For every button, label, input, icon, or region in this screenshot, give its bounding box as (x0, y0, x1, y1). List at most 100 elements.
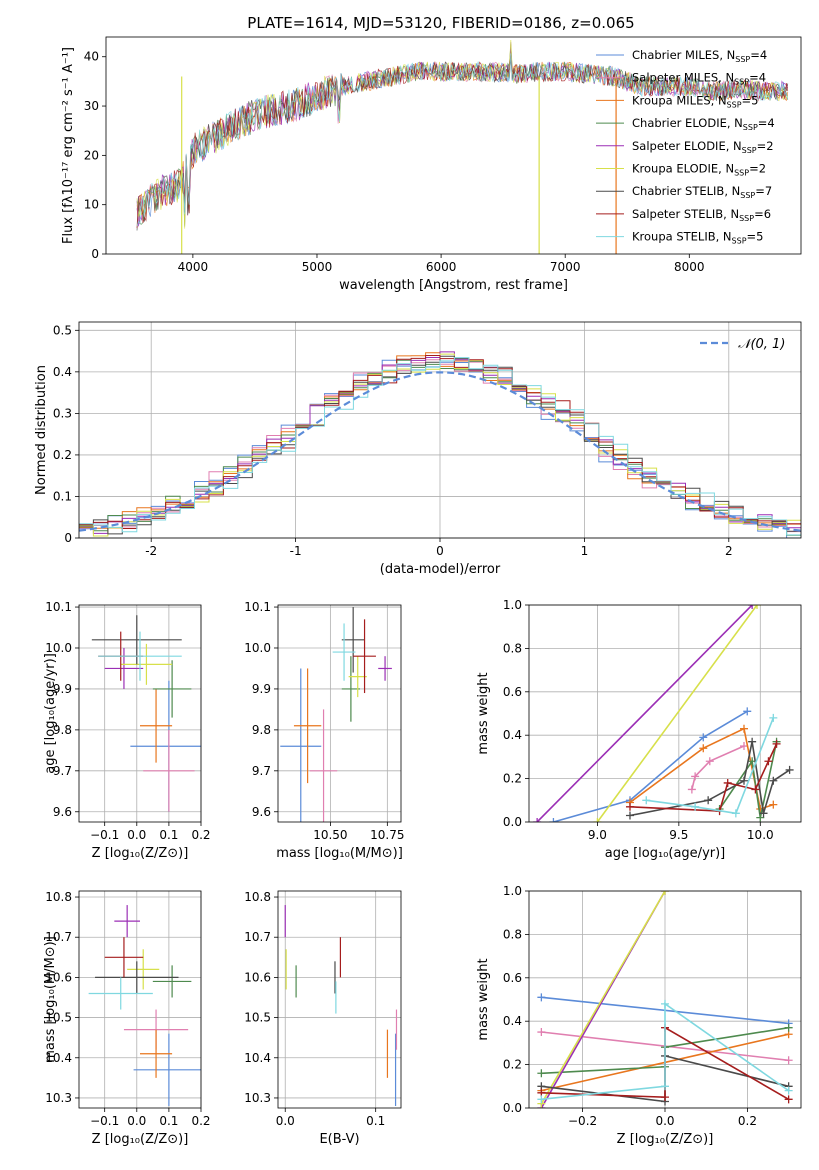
legend-model-name: Chabrier STELIB, N (632, 184, 740, 198)
y-tick-label: 10.6 (45, 970, 72, 984)
x-axis-label: (data-model)/error (380, 562, 501, 577)
mass-weight-marker (764, 757, 773, 766)
y-tick-label: 1.0 (503, 884, 522, 898)
mass-weight-marker (533, 818, 542, 822)
x-tick-label: 0.1 (159, 1114, 178, 1128)
mass-weight-marker (661, 999, 669, 1008)
axes: -2 -1 0 1 2 0 0.1 0.2 0.3 0.4 0.5 (data-model)/erro… (34, 321, 802, 577)
legend-nssp: =7 (755, 184, 772, 198)
histogram-step (79, 355, 801, 535)
y-tick-label: 30 (84, 99, 99, 113)
x-tick-label: 0.0 (655, 1114, 674, 1128)
x-axis-label: Z [log₁₀(Z/Z⊙)] (92, 1132, 189, 1147)
axes: 0.0 0.1 10.3 10.4 10.5 10.6 10.7 10.8 E(B-V) (244, 890, 402, 1147)
x-tick-label: 5000 (302, 260, 333, 274)
x-tick-label: 0 (436, 544, 444, 558)
figure-title: PLATE=1614, MJD=53120, FIBERID=0186, z=0… (247, 14, 634, 32)
panel-mass-vs-ebv: 0.0 0.1 10.3 10.4 10.5 10.6 10.7 10.8 E(B-V) (244, 890, 402, 1147)
legend-label: Kroupa MILES, NSSP=5 (632, 93, 758, 109)
mass-weight-marker (748, 605, 757, 609)
y-tick-label: 10.4 (45, 1051, 72, 1065)
mass-weight-marker (784, 1095, 793, 1104)
x-tick-label: 0.2 (738, 1114, 757, 1128)
panel-residuals: -2 -1 0 1 2 0 0.1 0.2 0.3 0.4 0.5 (data-model)/erro… (34, 321, 802, 577)
plot-area (79, 351, 801, 538)
axes-frame (528, 604, 802, 823)
mass-weight-line (540, 891, 666, 1105)
legend: 𝒩(0, 1) (700, 337, 785, 352)
y-tick-label: 0.5 (53, 323, 72, 337)
plot-area (284, 905, 398, 1106)
axes: 4000 5000 6000 7000 8000 0 10 20 30 40 wavelength … (61, 36, 802, 293)
legend-nssp: =5 (742, 93, 759, 107)
x-tick-label: 4000 (178, 260, 209, 274)
mass-weight-marker (537, 993, 546, 1002)
y-tick-label: 0.3 (53, 406, 72, 420)
plot-area (91, 615, 201, 812)
y-tick-label: 0.0 (503, 1101, 522, 1115)
axes-frame (277, 604, 402, 823)
legend-nssp: =2 (757, 139, 774, 153)
y-tick-label: 0 (64, 531, 72, 545)
legend-label: Salpeter STELIB, NSSP=6 (632, 207, 771, 223)
histogram-step (79, 355, 801, 529)
x-tick-label: 6000 (426, 260, 457, 274)
y-tick-label: 20 (84, 148, 99, 162)
legend-nssp: =2 (749, 162, 766, 176)
y-tick-label: 0.4 (503, 728, 522, 742)
x-tick-label: 7000 (550, 260, 581, 274)
x-axis-label: Z [log₁₀(Z/Z⊙)] (617, 1132, 714, 1147)
x-tick-label: 1 (581, 544, 589, 558)
mass-weight-marker (691, 802, 700, 811)
legend-nssp: =4 (750, 48, 767, 62)
y-axis-label: Flux [fλ10⁻¹⁷ erg cm⁻² s⁻¹ A⁻¹] (61, 47, 76, 244)
axes-frame (277, 890, 402, 1109)
plot-area (533, 605, 794, 822)
x-tick-label: 8000 (674, 260, 705, 274)
y-tick-label: 0.0 (503, 815, 522, 829)
legend-model-name: Kroupa ELODIE, N (632, 162, 734, 176)
y-tick-label: 0.2 (503, 1058, 522, 1072)
mass-weight-line (646, 717, 775, 815)
x-tick-label: 10.0 (747, 828, 774, 842)
grid (278, 605, 401, 822)
x-tick-label: 2 (725, 544, 733, 558)
mass-weight-marker (739, 776, 748, 785)
y-tick-label: 0.2 (53, 448, 72, 462)
mass-weight-marker (748, 737, 757, 746)
x-axis-label: Z [log₁₀(Z/Z⊙)] (92, 846, 189, 861)
panel-mass-weight-vs-Z: −0.2 0.0 0.2 0.0 0.2 0.4 0.6 0.8 1.0 Z [log₁₀(Z/Z… (476, 884, 802, 1147)
mass-weight-line (629, 743, 778, 812)
y-tick-label: 10.7 (244, 930, 271, 944)
spectrum-line (136, 53, 789, 226)
x-tick-label: −0.1 (90, 828, 119, 842)
legend-label: Salpeter MILES, NSSP=4 (632, 71, 766, 87)
mass-weight-marker (691, 772, 700, 781)
y-tick-label: 10.5 (45, 1011, 72, 1025)
axes: 9.0 9.5 10.0 0.0 0.2 0.4 0.6 0.8 1.0 age [log₁₀(a… (476, 598, 802, 861)
legend-subscript: SSP (743, 123, 758, 132)
grid (278, 891, 401, 1108)
x-tick-label: 0.1 (366, 1114, 385, 1128)
y-tick-label: 0.4 (53, 365, 72, 379)
axes: 10.50 10.75 9.6 9.7 9.8 9.9 10.0 10.1 mass [log₁… (244, 600, 404, 861)
x-axis-label: E(B-V) (319, 1132, 359, 1147)
mass-weight-marker (705, 757, 714, 766)
panel-spectrum: 4000 5000 6000 7000 8000 0 10 20 30 40 wavelength … (61, 36, 802, 293)
legend-subscript: SSP (732, 237, 747, 246)
mass-weight-marker (549, 818, 558, 822)
x-axis-label: wavelength [Angstrom, rest frame] (339, 278, 568, 293)
y-tick-label: 10.5 (244, 1011, 271, 1025)
y-tick-label: 0.6 (503, 971, 522, 985)
histogram-step (79, 357, 801, 536)
y-tick-label: 10 (84, 198, 99, 212)
spectrum-line (136, 55, 789, 229)
legend-model-name: Salpeter MILES, N (632, 71, 734, 85)
x-tick-label: −0.1 (90, 1114, 119, 1128)
mass-weight-line (536, 605, 753, 822)
mass-weight-marker (784, 1023, 793, 1032)
mass-weight-marker (759, 809, 768, 818)
mass-weight-marker (537, 1069, 546, 1078)
mass-weight-marker (784, 1056, 793, 1065)
